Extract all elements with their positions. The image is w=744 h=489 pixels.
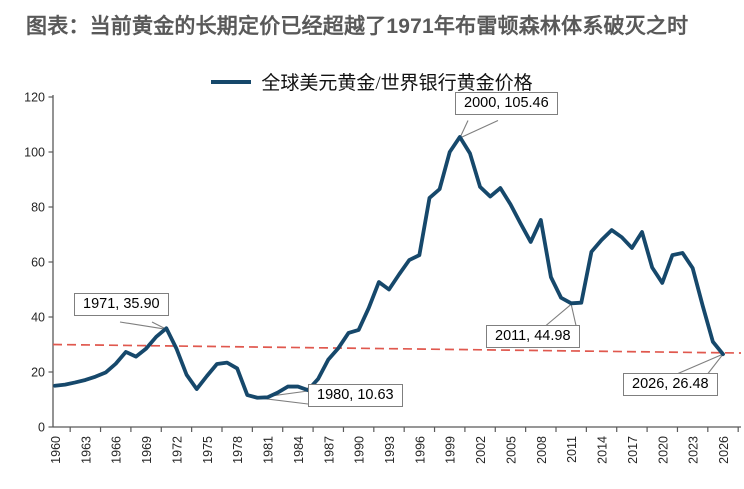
svg-text:2017: 2017 bbox=[626, 436, 640, 464]
svg-text:1978: 1978 bbox=[231, 436, 245, 464]
x-axis-ticks: 1960 1963 1966 1969 1972 1975 1978 1981 1984 1987… bbox=[49, 427, 739, 464]
y-axis-ticks: 0 20 40 60 80 100 120 bbox=[24, 91, 53, 435]
svg-text:1969: 1969 bbox=[140, 436, 154, 464]
svg-text:1966: 1966 bbox=[110, 436, 124, 464]
legend-label: 全球美元黄金/世界银行黄金价格 bbox=[261, 73, 533, 94]
svg-text:1984: 1984 bbox=[292, 436, 306, 464]
svg-text:1975: 1975 bbox=[201, 436, 215, 464]
svg-text:40: 40 bbox=[31, 311, 45, 325]
svg-text:1990: 1990 bbox=[353, 436, 367, 464]
callout-2026: 2026, 26.48 bbox=[623, 373, 718, 396]
callout-2011: 2011, 44.98 bbox=[486, 325, 580, 348]
svg-text:2008: 2008 bbox=[535, 436, 549, 464]
svg-text:2005: 2005 bbox=[504, 436, 518, 464]
page-title: 图表：当前黄金的长期定价已经超越了1971年布雷顿森林体系破灭之时 bbox=[26, 15, 689, 38]
callout-leader-lines bbox=[119, 120, 724, 405]
svg-text:1960: 1960 bbox=[49, 436, 63, 464]
legend-line-swatch bbox=[211, 79, 252, 84]
legend: 全球美元黄金/世界银行黄金价格 bbox=[0, 68, 744, 95]
svg-text:20: 20 bbox=[31, 366, 45, 380]
callout-2000: 2000, 105.46 bbox=[455, 92, 558, 115]
svg-text:1972: 1972 bbox=[170, 436, 184, 464]
svg-text:2026: 2026 bbox=[717, 436, 731, 464]
svg-text:1999: 1999 bbox=[444, 436, 458, 464]
svg-text:2011: 2011 bbox=[565, 436, 579, 463]
trend-line bbox=[52, 343, 742, 354]
svg-text:2014: 2014 bbox=[596, 436, 610, 464]
svg-text:0: 0 bbox=[38, 421, 45, 435]
svg-text:2020: 2020 bbox=[656, 436, 670, 464]
svg-text:2002: 2002 bbox=[474, 436, 488, 464]
svg-text:60: 60 bbox=[31, 256, 45, 270]
svg-text:120: 120 bbox=[24, 91, 45, 105]
svg-text:1987: 1987 bbox=[322, 436, 336, 464]
svg-text:2023: 2023 bbox=[687, 436, 701, 464]
svg-text:100: 100 bbox=[24, 146, 45, 160]
callout-1980: 1980, 10.63 bbox=[308, 384, 403, 407]
svg-text:80: 80 bbox=[31, 201, 45, 215]
svg-text:1993: 1993 bbox=[383, 436, 397, 464]
svg-text:1963: 1963 bbox=[79, 436, 93, 464]
callout-1971: 1971, 35.90 bbox=[74, 293, 169, 316]
svg-text:1996: 1996 bbox=[413, 436, 427, 464]
svg-text:1981: 1981 bbox=[262, 436, 276, 464]
gold-price-series-line bbox=[53, 135, 725, 400]
